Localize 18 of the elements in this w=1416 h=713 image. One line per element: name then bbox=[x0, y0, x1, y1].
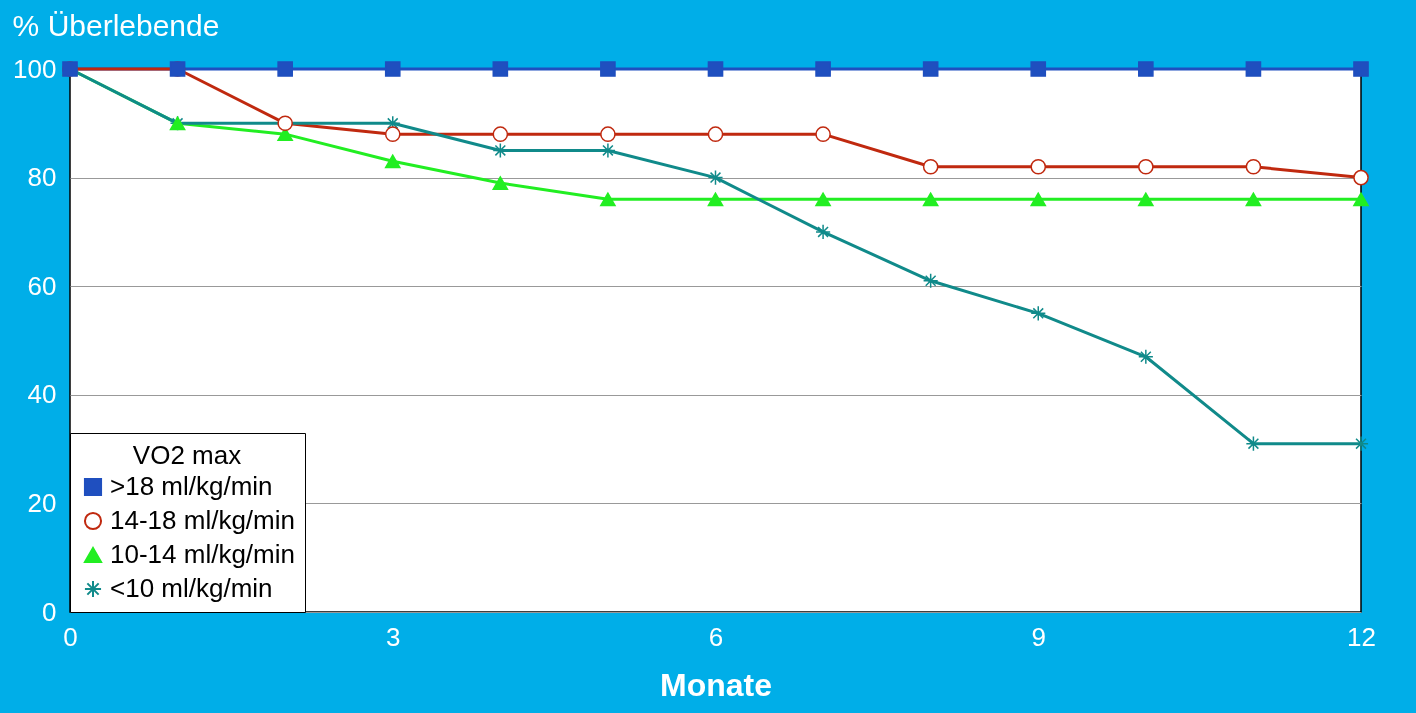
x-tick-label: 12 bbox=[1347, 621, 1376, 652]
legend-label: <10 ml/kg/min bbox=[110, 573, 273, 603]
x-tick-label: 9 bbox=[1031, 621, 1046, 652]
chart-title: % Überlebende bbox=[12, 9, 220, 42]
legend-label: 14-18 ml/kg/min bbox=[110, 505, 295, 535]
y-tick-label: 80 bbox=[27, 162, 57, 193]
y-tick-label: 0 bbox=[42, 596, 57, 627]
x-axis-title: Monate bbox=[660, 666, 772, 703]
y-tick-label: 20 bbox=[27, 487, 57, 518]
legend-label: >18 ml/kg/min bbox=[110, 471, 273, 501]
x-tick-label: 6 bbox=[708, 621, 724, 652]
x-tick-label: 0 bbox=[63, 621, 78, 652]
y-tick-label: 60 bbox=[27, 270, 57, 301]
x-tick-label: 3 bbox=[386, 621, 401, 652]
y-tick-label: 100 bbox=[13, 53, 57, 84]
legend-label: 10-14 ml/kg/min bbox=[110, 539, 295, 569]
y-tick-label: 40 bbox=[27, 379, 57, 410]
legend-title: VO2 max bbox=[132, 440, 242, 470]
